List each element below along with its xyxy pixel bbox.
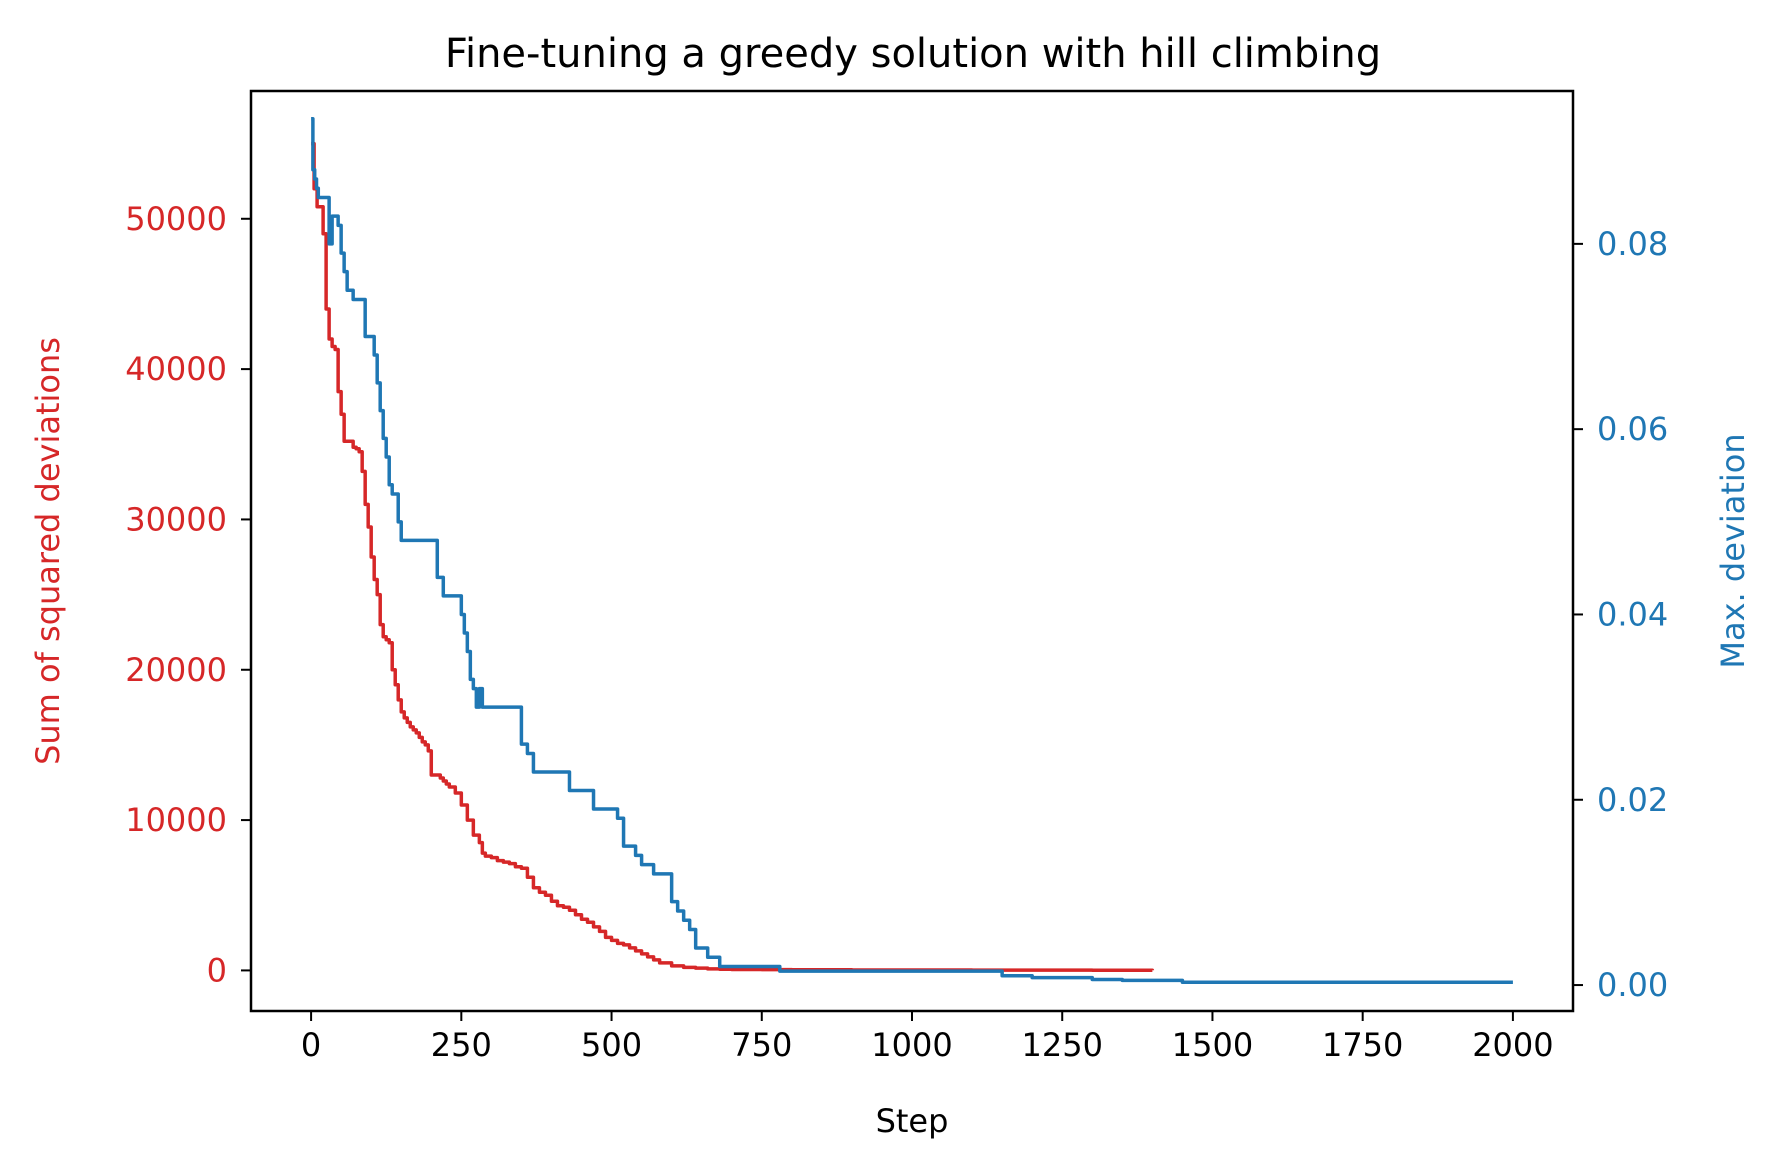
x-tick-label: 500	[581, 1026, 642, 1064]
x-tick-label: 1250	[1022, 1026, 1103, 1064]
y-left-tick-label: 30000	[125, 500, 227, 538]
x-axis-label: Step	[876, 1102, 949, 1140]
x-tick-label: 1750	[1322, 1026, 1403, 1064]
x-tick-label: 1500	[1172, 1026, 1253, 1064]
y-axis-right-label: Max. deviation	[1714, 433, 1752, 668]
x-tick-label: 1000	[871, 1026, 952, 1064]
series-layer	[311, 117, 1513, 985]
y-right-tick-label: 0.04	[1597, 595, 1668, 633]
y-axis-left-label: Sum of squared deviations	[29, 337, 67, 765]
y-axis-right: 0.00 0.02 0.04 0.06 0.08	[1573, 225, 1668, 1004]
x-tick-label: 750	[731, 1026, 792, 1064]
y-axis-left: 0 10000 20000 30000 40000 50000	[125, 200, 251, 989]
y-right-tick-label: 0.02	[1597, 781, 1668, 819]
y-right-tick-label: 0.06	[1597, 410, 1668, 448]
y-left-tick-label: 20000	[125, 651, 227, 689]
x-tick-label: 250	[431, 1026, 492, 1064]
y-left-tick-label: 0	[207, 951, 227, 989]
series-line-sum-squared-deviations	[311, 141, 1155, 972]
y-left-tick-label: 10000	[125, 801, 227, 839]
y-left-tick-label: 40000	[125, 350, 227, 388]
x-tick-label: 0	[301, 1026, 321, 1064]
series-line-max-deviation	[311, 117, 1513, 985]
y-left-tick-label: 50000	[125, 200, 227, 238]
x-tick-label: 2000	[1472, 1026, 1553, 1064]
x-axis: 0 250 500 750 1000 1250 1500 1750 2000	[301, 1011, 1554, 1064]
y-right-tick-label: 0.00	[1597, 966, 1668, 1004]
chart-title: Fine-tuning a greedy solution with hill …	[445, 31, 1381, 77]
y-right-tick-label: 0.08	[1597, 225, 1668, 263]
